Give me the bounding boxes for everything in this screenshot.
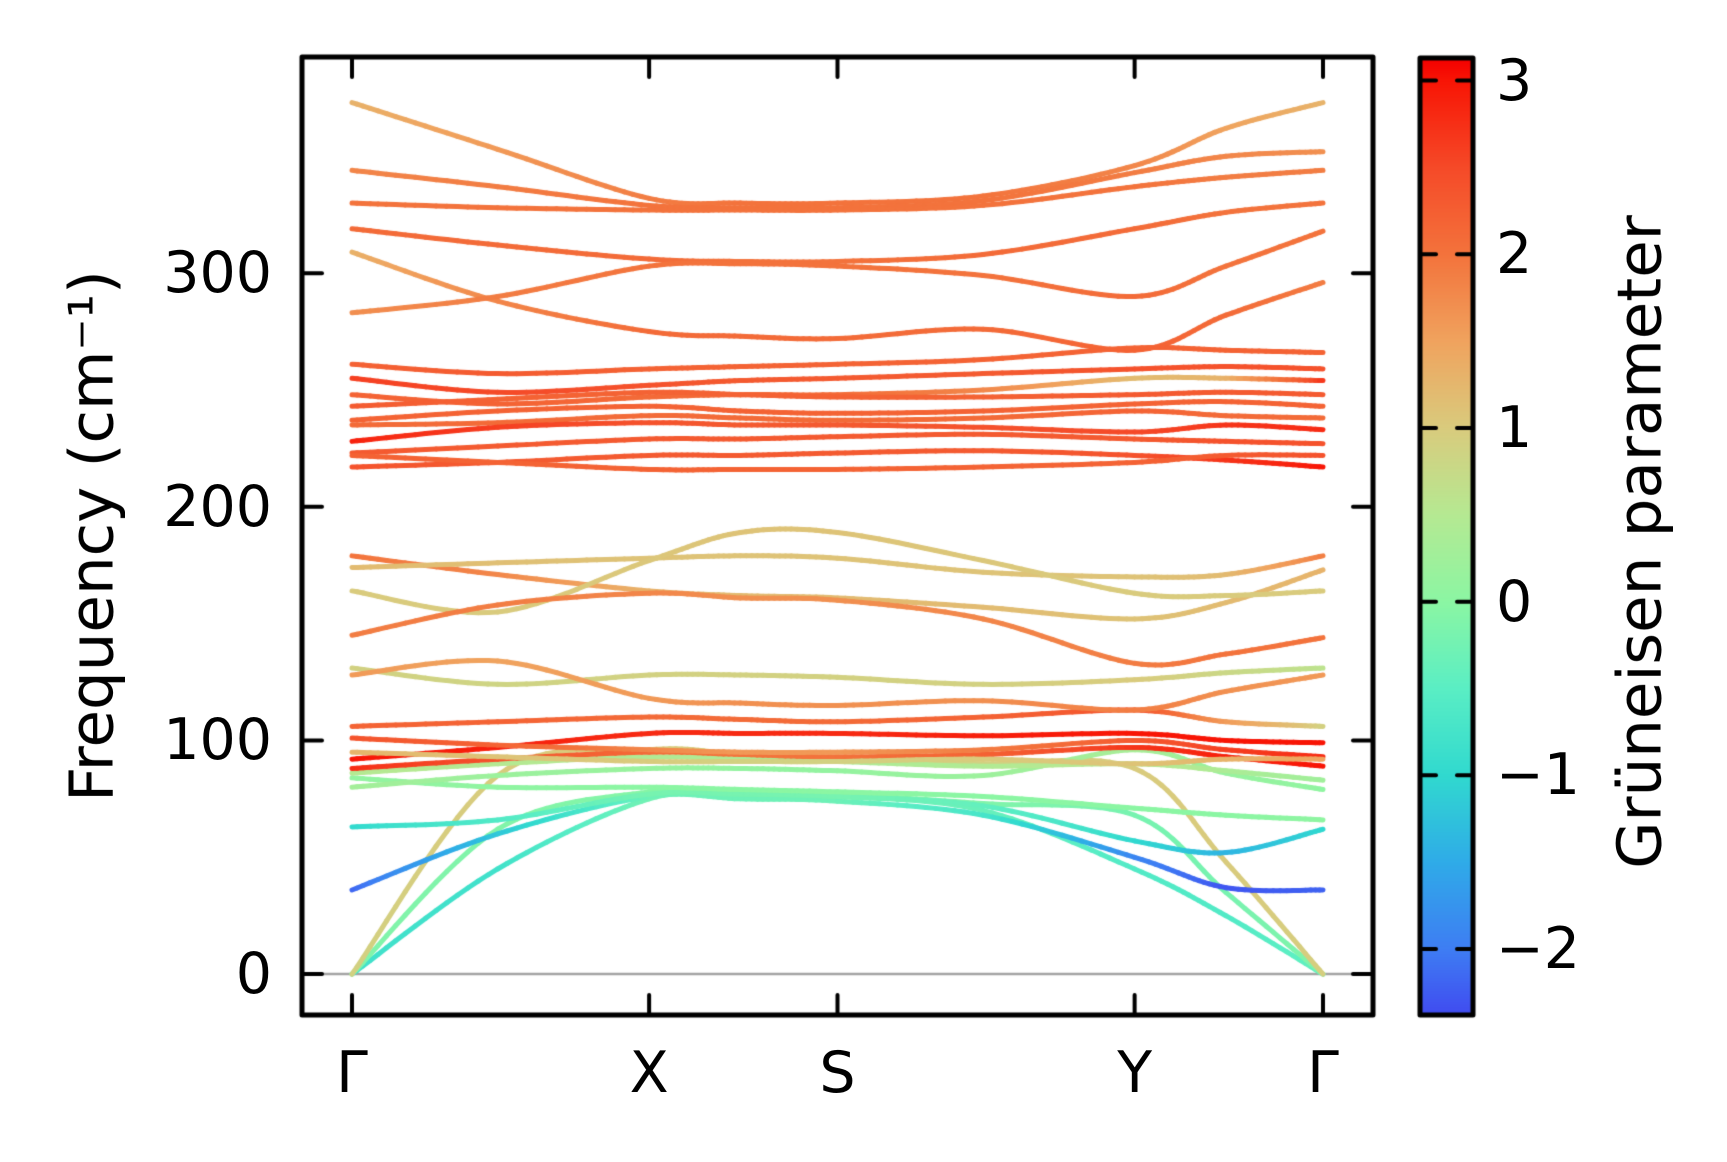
y-tick-label: 0 [235, 941, 272, 1008]
colorbar-tick-label: 1 [1496, 394, 1533, 461]
x-tick-label: Γ [336, 1040, 368, 1106]
y-tick-label: 300 [163, 240, 272, 307]
x-tick-label: Y [1117, 1040, 1153, 1106]
colorbar-tick-label: 2 [1496, 221, 1533, 288]
colorbar-label: Grüneisen parameter [1604, 215, 1676, 869]
x-tick-label: X [629, 1040, 669, 1106]
colorbar-tick-label: −2 [1496, 916, 1581, 982]
x-tick-label: S [819, 1040, 856, 1106]
y-tick-label: 100 [163, 707, 272, 774]
y-tick-label: 200 [163, 473, 272, 540]
colorbar-tick-label: −1 [1496, 742, 1581, 809]
y-axis-label: Frequency (cm⁻¹) [56, 270, 128, 802]
x-tick-label: Γ [1307, 1040, 1339, 1106]
colorbar-tick-label: 3 [1496, 47, 1533, 114]
colorbar-tick-label: 0 [1496, 568, 1533, 635]
